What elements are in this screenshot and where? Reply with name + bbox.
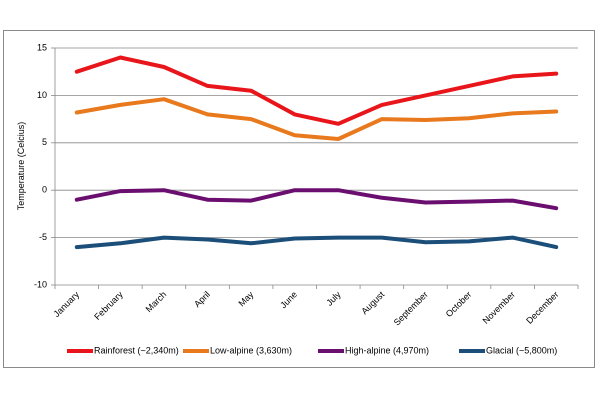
y-tick-labels: -10 -5 0 5 10 15 bbox=[34, 42, 47, 289]
x-tick-label: October bbox=[444, 289, 474, 319]
x-tick-label: November bbox=[481, 289, 517, 325]
x-tick-label: December bbox=[524, 289, 560, 325]
x-tick-label: March bbox=[144, 289, 169, 314]
gridlines bbox=[55, 47, 578, 286]
series-line bbox=[74, 55, 559, 126]
y-tick-label: 0 bbox=[42, 185, 47, 195]
y-tick-label: 15 bbox=[37, 42, 47, 52]
x-tick-label: April bbox=[192, 289, 212, 309]
x-tick-label: September bbox=[392, 289, 430, 327]
legend: Rainforest (~2,340m) Low-alpine (3,630m) H… bbox=[67, 345, 557, 355]
legend-label: High-alpine (4,970m) bbox=[345, 345, 429, 355]
legend-label: Glacial (~5,800m) bbox=[486, 345, 557, 355]
series-line bbox=[74, 97, 559, 141]
y-tick-label: 5 bbox=[42, 137, 47, 147]
legend-label: Low-alpine (3,630m) bbox=[210, 345, 292, 355]
x-tick-label: July bbox=[324, 289, 343, 308]
y-tick-label: -10 bbox=[34, 279, 47, 289]
axes bbox=[51, 47, 579, 289]
x-tick-label: August bbox=[359, 289, 386, 316]
x-tick-labels: January February March April May June July Augu… bbox=[51, 289, 560, 328]
x-tick-label: June bbox=[278, 289, 299, 310]
x-tick-label: January bbox=[51, 289, 81, 319]
legend-label: Rainforest (~2,340m) bbox=[94, 345, 179, 355]
series-line bbox=[74, 188, 559, 211]
x-tick-label: February bbox=[92, 289, 125, 322]
x-tick-label: May bbox=[236, 289, 255, 308]
series-lines bbox=[74, 55, 559, 250]
y-axis-label: Temperature (Celcius) bbox=[16, 122, 26, 211]
y-tick-label: -5 bbox=[39, 232, 47, 242]
series-line bbox=[74, 235, 559, 250]
y-tick-label: 10 bbox=[37, 90, 47, 100]
